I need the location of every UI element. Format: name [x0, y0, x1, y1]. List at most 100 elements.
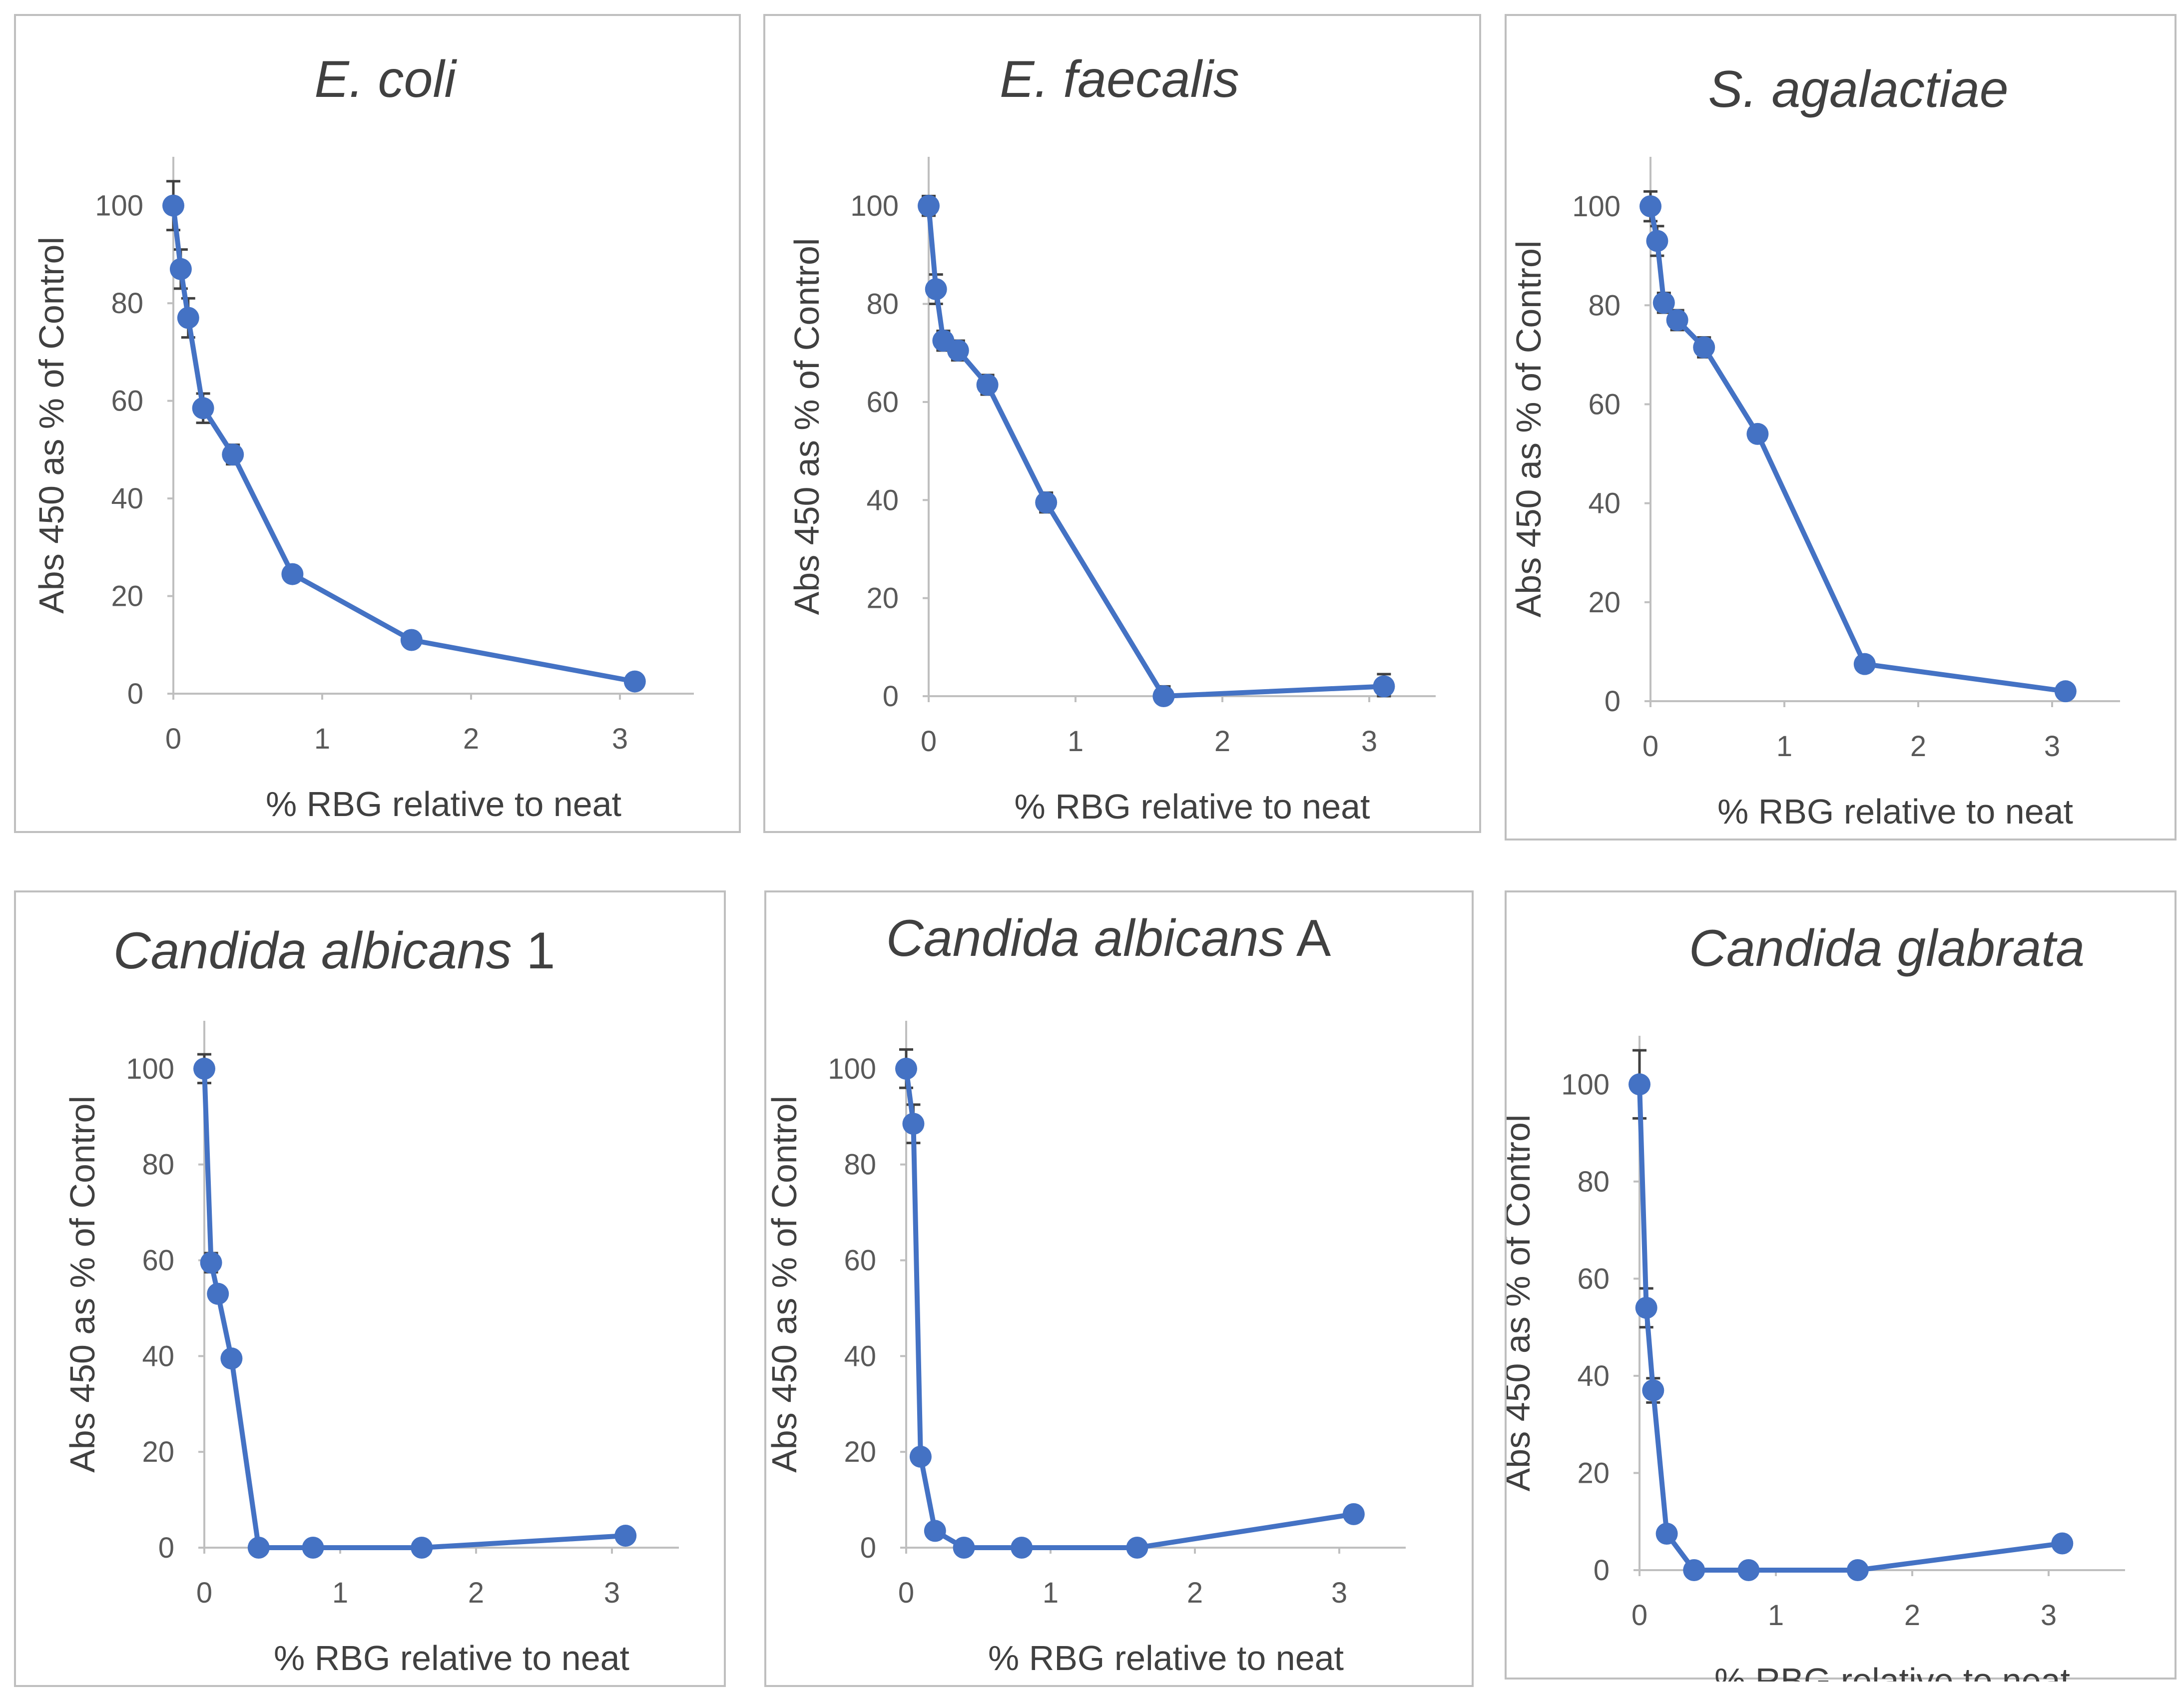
y-tick-label: 100 [1572, 190, 1621, 223]
data-point [925, 278, 947, 301]
y-tick-label: 100 [828, 1053, 876, 1085]
x-axis-label: % RBG relative to neat [1717, 792, 2073, 831]
chart-panel-e-faecalis: E. faecalis 0 20 40 60 80 100 0 1 2 3 % RBG relativ… [763, 14, 1481, 833]
data-point [909, 1445, 932, 1468]
data-point [2054, 680, 2077, 703]
y-tick-label: 60 [866, 386, 899, 419]
y-tick-label: 0 [1594, 1554, 1610, 1587]
x-tick-label: 2 [468, 1577, 484, 1609]
x-tick-label: 1 [314, 723, 330, 755]
data-point [302, 1537, 324, 1559]
y-tick-label: 40 [1588, 487, 1621, 520]
data-point [924, 1520, 946, 1542]
chart-panel-candida-glabrata: Candida glabrata 0 20 40 60 80 100 0 1 2 3 % RBG re… [1505, 890, 2177, 1682]
x-tick-label: 2 [1904, 1599, 1920, 1632]
data-point [1655, 1523, 1678, 1545]
y-tick-label: 80 [142, 1149, 174, 1181]
chart-panel-e-coli: E. coli 0 20 40 60 80 100 0 1 2 3 % RBG relative to… [14, 14, 741, 833]
data-point [1642, 1379, 1664, 1402]
data-point [1373, 675, 1395, 698]
y-tick-label: 20 [1577, 1457, 1610, 1489]
data-point [411, 1537, 433, 1559]
data-point [169, 258, 192, 280]
data-point [1737, 1559, 1760, 1581]
y-tick-label: 0 [883, 680, 899, 713]
y-tick-label: 100 [850, 190, 899, 222]
x-axis-label: % RBG relative to neat [274, 1639, 629, 1678]
chart-title-italic: E. faecalis [1000, 50, 1239, 108]
data-point [1853, 653, 1876, 675]
chart-svg: Candida glabrata 0 20 40 60 80 100 0 1 2 3 % RBG re… [1507, 919, 2125, 1682]
data-point [1746, 422, 1769, 445]
data-point [247, 1537, 270, 1559]
data-point [1666, 309, 1688, 331]
y-axis-label: Abs 450 as % of Control [787, 238, 826, 615]
y-tick-label: 20 [111, 580, 143, 613]
chart-title: Candida albicans A [886, 909, 1331, 967]
x-tick-label: 1 [1768, 1599, 1784, 1632]
data-point [2051, 1532, 2074, 1555]
data-point [614, 1525, 637, 1547]
x-tick-label: 3 [2041, 1599, 2057, 1632]
x-tick-label: 1 [1043, 1577, 1059, 1609]
y-tick-label: 60 [1577, 1263, 1610, 1295]
series-line [171, 205, 635, 684]
y-axis-label: Abs 450 as % of Control [32, 237, 71, 614]
y-tick-label: 100 [95, 190, 143, 222]
y-tick-label: 60 [1588, 388, 1621, 421]
data-point [623, 670, 646, 693]
chart-panel-candida-albicans-1: Candida albicans 1 0 20 40 60 80 100 0 1 2 3 % RBG … [14, 890, 726, 1687]
data-point [222, 443, 244, 466]
data-point [976, 374, 999, 396]
chart-svg: E. coli 0 20 40 60 80 100 0 1 2 3 % RBG relative to… [32, 50, 694, 824]
x-axis-label: % RBG relative to neat [1714, 1661, 2070, 1682]
chart-title-suffix: 1 [512, 922, 555, 980]
x-tick-label: 2 [1910, 730, 1926, 763]
x-tick-label: 3 [1331, 1577, 1347, 1609]
y-axis-label: Abs 450 as % of Control [63, 1096, 102, 1473]
chart-title-italic: S. agalactiae [1708, 60, 2008, 118]
chart-title-italic: Candida albicans [113, 922, 512, 980]
x-axis-label: % RBG relative to neat [1015, 787, 1370, 826]
x-tick-label: 0 [1642, 730, 1658, 763]
y-tick-label: 80 [844, 1149, 876, 1181]
data-point [895, 1057, 917, 1080]
y-tick-label: 80 [1577, 1166, 1610, 1198]
data-point [1152, 685, 1175, 707]
data-point [207, 1282, 229, 1305]
x-tick-label: 2 [463, 723, 479, 755]
data-point [281, 563, 304, 585]
y-tick-label: 40 [844, 1340, 876, 1372]
chart-title: Candida glabrata [1689, 919, 2085, 977]
chart-title-suffix: A [1285, 909, 1331, 967]
y-tick-label: 20 [1588, 586, 1621, 619]
y-axis-label: Abs 450 as % of Control [1509, 241, 1548, 618]
data-point [1652, 292, 1675, 314]
chart-title: E. faecalis [1000, 50, 1239, 108]
series-line [202, 1068, 626, 1550]
data-point [193, 1057, 215, 1080]
data-point [220, 1347, 243, 1370]
data-point [1683, 1559, 1705, 1581]
series-line [926, 205, 1384, 699]
x-tick-label: 1 [1068, 725, 1084, 758]
x-tick-label: 3 [1361, 725, 1377, 758]
y-tick-label: 40 [142, 1340, 174, 1372]
y-axis-label: Abs 450 as % of Control [1507, 1115, 1537, 1492]
y-tick-label: 0 [1605, 685, 1621, 718]
data-point [1846, 1559, 1869, 1581]
chart-svg: S. agalactiae 0 20 40 60 80 100 0 1 2 3 % RBG relat… [1509, 60, 2120, 831]
x-tick-label: 0 [921, 725, 937, 758]
data-point [1342, 1503, 1365, 1525]
y-tick-label: 20 [866, 582, 899, 615]
chart-svg: Candida albicans 1 0 20 40 60 80 100 0 1 2 3 % RBG … [63, 922, 679, 1678]
x-tick-label: 0 [1632, 1599, 1647, 1632]
y-tick-label: 100 [126, 1053, 174, 1085]
x-tick-label: 2 [1214, 725, 1230, 758]
chart-title-italic: Candida albicans [886, 909, 1285, 967]
chart-svg: Candida albicans A 0 20 40 60 80 100 0 1 2 3 % RBG … [766, 909, 1406, 1678]
y-tick-label: 40 [866, 484, 899, 516]
y-tick-label: 60 [111, 385, 143, 418]
data-point [1629, 1073, 1650, 1096]
chart-title-italic: Candida glabrata [1689, 919, 2085, 977]
